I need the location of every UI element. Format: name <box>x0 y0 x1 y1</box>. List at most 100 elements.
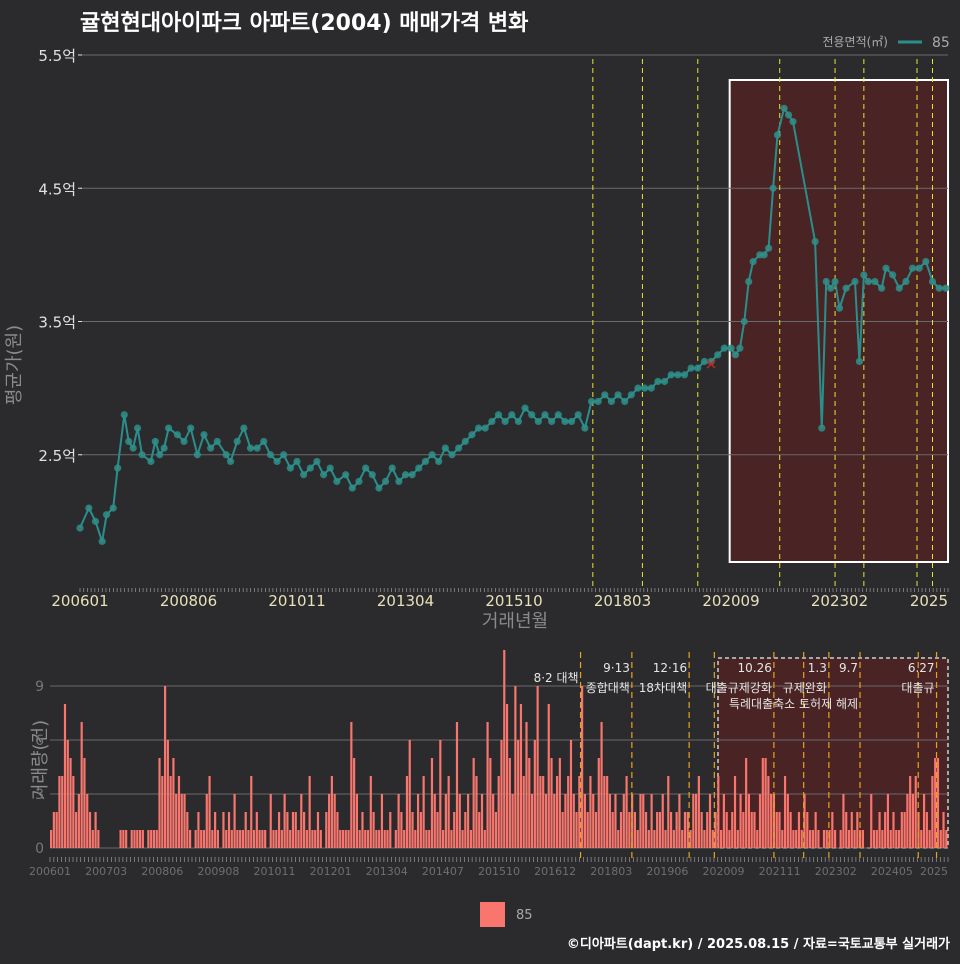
price-point <box>811 237 819 246</box>
volume-bar <box>397 794 400 848</box>
volume-bar <box>72 776 75 848</box>
volume-x-tick-label: 200806 <box>141 865 183 878</box>
volume-bar <box>125 830 128 848</box>
price-point <box>319 471 328 479</box>
volume-bar <box>227 812 231 848</box>
volume-bar <box>403 830 406 848</box>
volume-bar <box>208 776 211 848</box>
volume-bar <box>544 794 548 848</box>
volume-bar <box>911 794 915 848</box>
price-point <box>98 537 106 545</box>
volume-bar <box>69 758 72 848</box>
volume-bar <box>200 830 203 848</box>
price-legend-entry: 85 <box>932 35 950 51</box>
volume-y-tick-label: 3 <box>35 787 44 803</box>
volume-bar <box>517 740 520 848</box>
volume-bar <box>216 830 219 848</box>
price-point <box>740 317 748 326</box>
volume-bar <box>692 794 695 848</box>
volume-bar <box>661 794 664 848</box>
volume-bar <box>275 830 278 848</box>
volume-bar <box>258 830 261 848</box>
volume-bar <box>175 794 178 848</box>
volume-bar <box>77 794 80 848</box>
price-point <box>784 111 793 119</box>
volume-bar <box>286 812 289 848</box>
price-point <box>494 411 503 419</box>
volume-bar <box>133 830 136 848</box>
volume-bar <box>422 776 425 848</box>
price-point <box>942 284 950 292</box>
volume-bar <box>572 794 575 848</box>
price-point <box>528 411 536 419</box>
price-point <box>293 457 301 466</box>
volume-bar <box>428 830 431 848</box>
volume-bar <box>658 812 662 848</box>
price-point <box>614 391 622 399</box>
volume-bar <box>150 830 153 848</box>
volume-x-tick-label: 200908 <box>197 865 239 878</box>
volume-bar <box>644 812 648 848</box>
volume-bar <box>508 758 511 848</box>
volume-bar <box>169 776 172 848</box>
volume-bar <box>119 830 122 848</box>
price-point <box>333 477 341 485</box>
volume-bar <box>486 722 489 848</box>
price-point <box>594 397 602 406</box>
volume-bar <box>183 794 186 848</box>
volume-policy-sublabel: 대출규제강화 <box>706 681 772 695</box>
volume-bar <box>739 794 742 848</box>
volume-bar <box>672 830 675 848</box>
volume-bar <box>742 812 745 848</box>
volume-bar <box>575 812 578 848</box>
volume-bar <box>792 830 795 848</box>
price-point <box>501 417 509 426</box>
price-point <box>567 417 576 426</box>
volume-bar <box>695 794 698 848</box>
volume-bar <box>194 830 197 848</box>
volume-x-tick-label: 201304 <box>366 865 408 878</box>
volume-bar <box>425 830 428 848</box>
price-point <box>714 351 722 359</box>
volume-bar <box>631 794 634 848</box>
volume-y-axis-label: 거래량(건) <box>30 720 51 800</box>
volume-bar <box>147 830 150 848</box>
volume-policy-sublabel: 특례대출축소 토허제 해제 <box>729 697 858 711</box>
volume-bar <box>389 812 392 848</box>
price-point <box>674 371 682 379</box>
price-point <box>789 118 797 126</box>
volume-bar <box>736 830 739 848</box>
volume-bar <box>594 812 598 848</box>
volume-bar <box>461 830 464 848</box>
volume-bar <box>469 830 472 848</box>
volume-bar <box>614 794 617 848</box>
volume-bar <box>519 704 523 848</box>
volume-bar <box>622 794 625 848</box>
price-point <box>835 304 844 312</box>
volume-bar <box>633 812 637 848</box>
volume-bar <box>214 812 217 848</box>
volume-bar <box>786 794 789 848</box>
price-point <box>508 411 516 419</box>
volume-bar <box>239 830 242 848</box>
price-point <box>286 464 294 472</box>
volume-bar <box>205 794 208 848</box>
volume-x-tick-label: 201011 <box>254 865 296 878</box>
volume-bar <box>714 812 717 848</box>
volume-bar <box>917 812 920 848</box>
volume-bar <box>928 830 931 848</box>
price-point <box>415 464 423 472</box>
price-point <box>851 277 859 286</box>
volume-bar <box>678 794 681 848</box>
volume-bar <box>339 830 342 848</box>
volume-bar <box>764 758 767 848</box>
volume-bar <box>336 812 339 848</box>
volume-policy-sublabel: 규제완화 <box>783 681 827 695</box>
volume-bar <box>753 812 756 848</box>
volume-bar <box>747 794 751 848</box>
volume-bar <box>138 830 142 848</box>
volume-y-tick-label: 6 <box>35 733 44 749</box>
volume-x-tick-label: 200601 <box>29 865 71 878</box>
volume-bar <box>603 776 606 848</box>
volume-bar <box>689 830 692 848</box>
